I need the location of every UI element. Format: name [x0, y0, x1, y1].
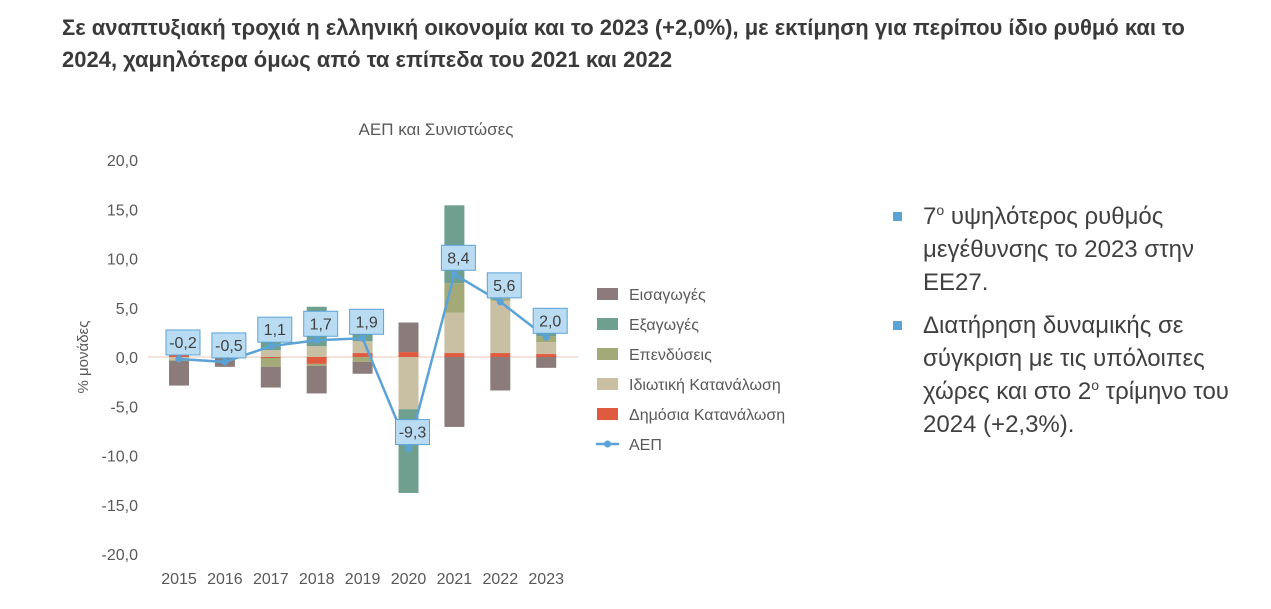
- x-tick-label: 2016: [207, 571, 243, 588]
- chart-title: ΑΕΠ και Συνιστώσες: [359, 120, 514, 139]
- gdp-point: [450, 270, 458, 278]
- bar-private-consumption: [398, 357, 419, 410]
- legend-label: Δημόσια Κατανάλωση: [629, 407, 785, 424]
- x-tick-label: 2017: [253, 571, 289, 588]
- square-bullet-icon: [893, 212, 902, 221]
- bar-public-consumption: [490, 353, 511, 357]
- gdp-data-label-box: [257, 316, 293, 343]
- legend-gdp-marker-icon: [604, 440, 611, 448]
- x-tick-label: 2015: [161, 571, 197, 588]
- gdp-point: [542, 333, 550, 341]
- bar-public-consumption: [398, 352, 419, 357]
- key-point-1: 7ο υψηλότερος ρυθμός μεγέθυνσης το 2023 …: [893, 200, 1233, 299]
- gdp-data-label-box: [165, 329, 201, 356]
- gdp-data-label: 2,0: [539, 313, 561, 330]
- gdp-point: [496, 298, 504, 306]
- key-point-2-text: τρίμηνο του 2024 (+2,3%).: [923, 378, 1229, 438]
- bar-public-consumption: [536, 354, 557, 357]
- bar-public-consumption: [444, 353, 465, 357]
- bar-investment: [306, 363, 327, 366]
- gdp-point: [267, 342, 275, 350]
- gdp-point: [221, 358, 229, 366]
- key-point-2: Διατήρηση δυναμικής σε σύγκριση με τις υ…: [893, 309, 1233, 441]
- y-tick-label: 20,0: [107, 153, 138, 170]
- gdp-point: [405, 445, 412, 453]
- square-bullet-icon: [893, 321, 902, 330]
- legend-label: Ιδιωτική Κατανάλωση: [629, 377, 781, 394]
- y-tick-label: 0,0: [116, 350, 138, 367]
- bar-imports: [260, 366, 281, 388]
- bar-public-consumption: [260, 357, 281, 358]
- gdp-data-label: -9,3: [399, 425, 427, 442]
- bar-private-consumption: [490, 300, 511, 354]
- gdp-data-label-box: [349, 308, 385, 335]
- gdp-data-label: 8,4: [447, 250, 469, 267]
- bar-imports: [444, 357, 465, 427]
- key-point-1-superscript: ο: [936, 202, 945, 218]
- legend-swatch-public-consumption: [597, 408, 618, 420]
- y-tick-label: 5,0: [116, 301, 138, 318]
- gdp-point: [313, 336, 321, 344]
- legend-swatch-imports: [597, 288, 618, 300]
- legend-swatch-investment: [597, 348, 618, 360]
- key-point-2-superscript: ο: [1091, 377, 1099, 393]
- gdp-data-label-box: [211, 332, 247, 359]
- y-tick-label: -20,0: [102, 547, 139, 564]
- bar-imports: [352, 361, 373, 374]
- bar-private-consumption: [444, 312, 465, 354]
- gdp-data-label: 1,7: [310, 316, 332, 333]
- gdp-data-label-box: [440, 244, 476, 271]
- y-tick-label: -5,0: [110, 399, 138, 416]
- page-headline: Σε αναπτυξιακή τροχιά η ελληνική οικονομ…: [62, 15, 1185, 72]
- x-tick-label: 2020: [391, 571, 427, 588]
- bar-private-consumption: [536, 342, 557, 355]
- bar-imports: [490, 357, 511, 391]
- bar-investment: [352, 357, 373, 362]
- y-tick-label: -10,0: [102, 449, 139, 466]
- bar-imports: [398, 322, 419, 353]
- bar-private-consumption: [306, 346, 327, 357]
- x-tick-label: 2022: [483, 571, 519, 588]
- key-point-1-prefix: 7: [923, 203, 937, 230]
- gdp-data-label: -0,2: [169, 335, 197, 352]
- legend-label: Εισαγωγές: [629, 287, 706, 304]
- gdp-data-label-box: [486, 272, 522, 299]
- legend-label: ΑΕΠ: [629, 437, 662, 454]
- bar-imports: [306, 365, 327, 394]
- gdp-data-label: 1,9: [355, 314, 377, 331]
- x-tick-label: 2023: [528, 571, 564, 588]
- y-axis-label: % μονάδες: [75, 321, 92, 394]
- bar-public-consumption: [306, 357, 327, 364]
- x-tick-label: 2021: [437, 571, 473, 588]
- y-tick-label: -15,0: [102, 498, 139, 515]
- gdp-data-label-box: [395, 419, 430, 446]
- legend-label: Επενδύσεις: [629, 347, 712, 364]
- bar-imports: [536, 357, 557, 368]
- y-tick-label: 15,0: [107, 202, 138, 219]
- bar-private-consumption: [260, 350, 281, 357]
- legend-swatch-exports: [597, 318, 618, 330]
- bar-imports: [169, 360, 189, 386]
- gdp-data-label: 5,6: [493, 278, 515, 295]
- gdp-data-label-box: [303, 310, 339, 337]
- gdp-data-label: -0,5: [215, 338, 243, 355]
- legend-swatch-private-consumption: [597, 378, 618, 390]
- bar-private-consumption: [352, 341, 373, 354]
- key-point-2-prefix: Διατήρηση δυναμικής σε σύγκριση με τις υ…: [923, 312, 1205, 405]
- bar-investment: [260, 357, 281, 367]
- gdp-data-label: 1,1: [264, 322, 286, 339]
- x-tick-label: 2019: [345, 571, 381, 588]
- key-point-1-text: υψηλότερος ρυθμός μεγέθυνσης το 2023 στη…: [923, 203, 1194, 296]
- gdp-data-label-box: [532, 307, 568, 334]
- gdp-point: [175, 355, 183, 363]
- bar-public-consumption: [352, 353, 373, 357]
- y-tick-label: 10,0: [107, 252, 138, 269]
- legend-label: Εξαγωγές: [629, 317, 699, 334]
- x-tick-label: 2018: [299, 571, 335, 588]
- gdp-point: [359, 334, 367, 342]
- key-points-list: 7ο υψηλότερος ρυθμός μεγέθυνσης το 2023 …: [893, 200, 1233, 451]
